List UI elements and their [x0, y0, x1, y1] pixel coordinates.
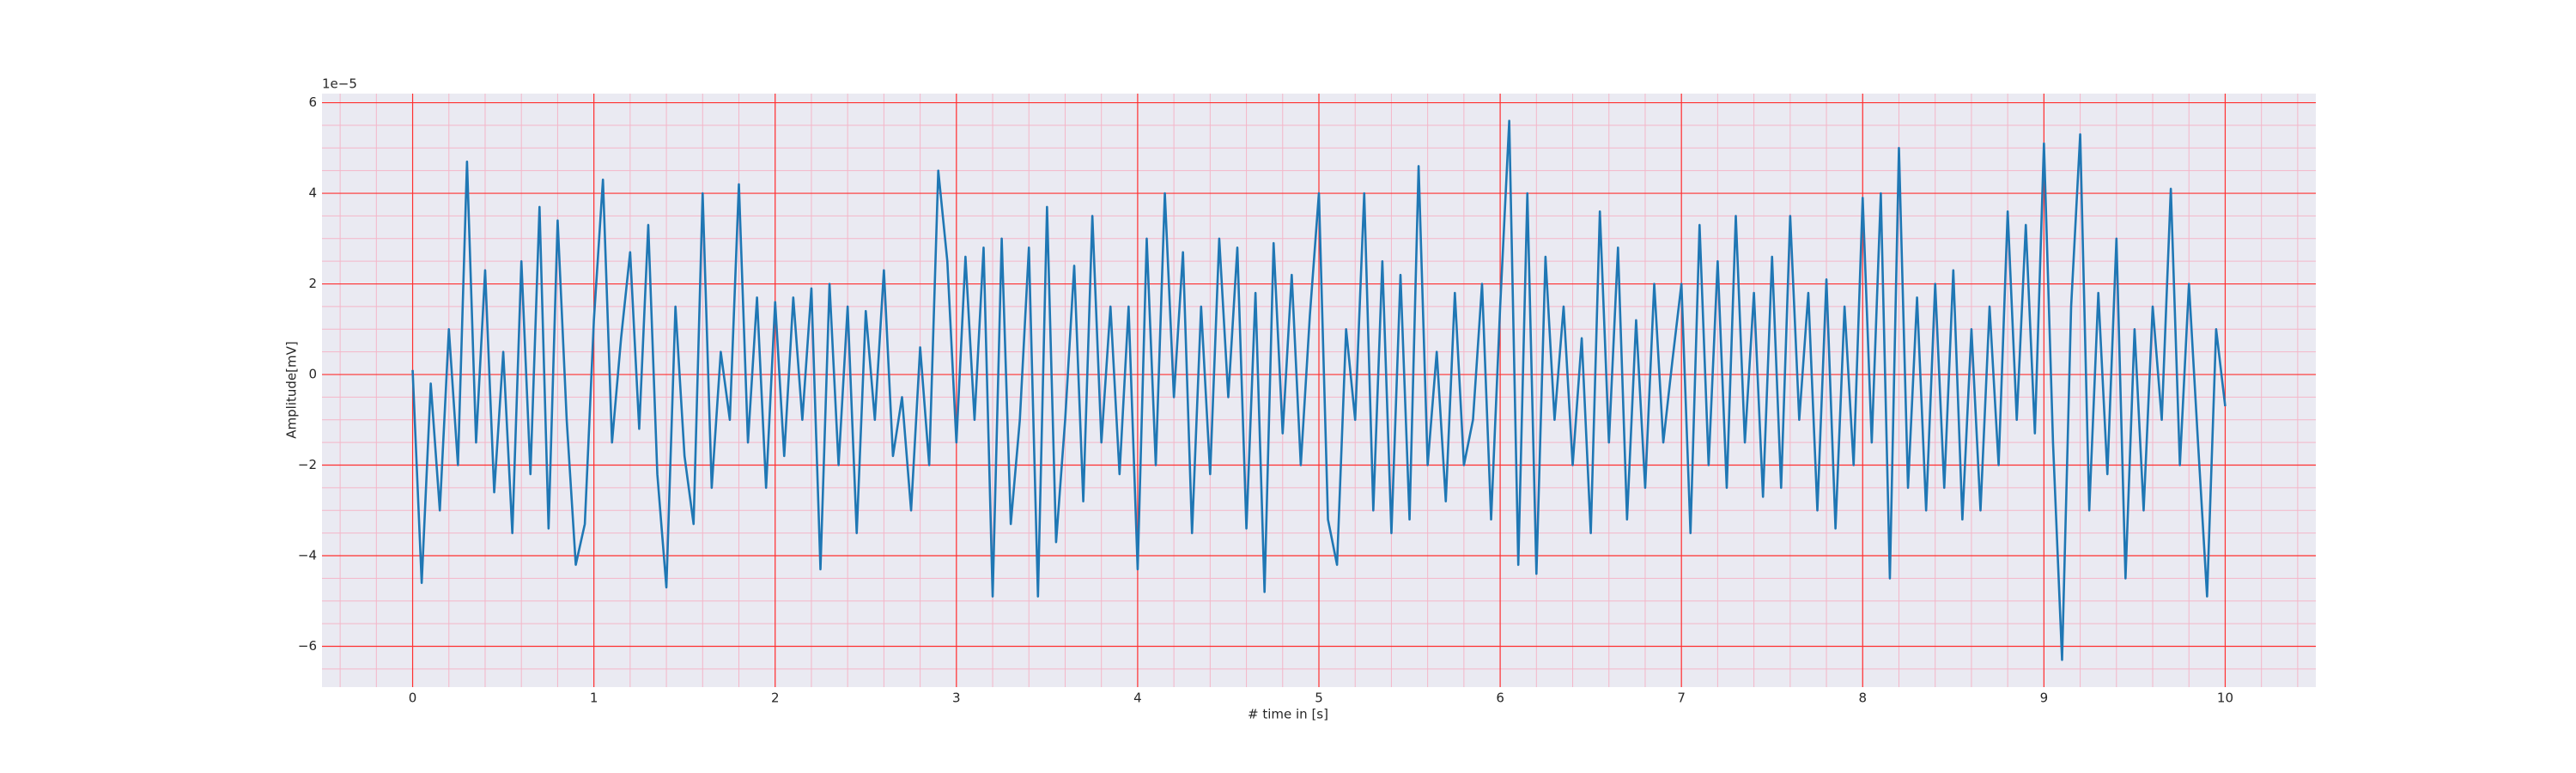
y-tick-label: 4 — [308, 186, 317, 201]
x-tick-label: 3 — [952, 691, 961, 706]
x-tick-label: 9 — [2040, 691, 2049, 706]
x-tick-label: 1 — [590, 691, 598, 706]
x-tick-label: 4 — [1133, 691, 1142, 706]
y-tick-label: −6 — [298, 638, 317, 654]
y-tick-label: −2 — [298, 457, 317, 472]
signal-line — [411, 119, 2227, 661]
y-tick-label: −4 — [298, 548, 317, 563]
x-tick-label: 10 — [2217, 691, 2233, 706]
y-tick-label: 2 — [308, 276, 317, 291]
x-axis-label: # time in [s] — [1248, 707, 1328, 722]
y-tick-label: 0 — [308, 367, 317, 382]
y-tick-label: 6 — [308, 94, 317, 110]
x-tick-label: 8 — [1858, 691, 1867, 706]
y-axis-label: Amplitude[mV] — [284, 341, 300, 438]
x-tick-label: 7 — [1677, 691, 1686, 706]
x-tick-label: 5 — [1315, 691, 1323, 706]
y-offset-text: 1e−5 — [322, 76, 357, 92]
x-tick-label: 2 — [771, 691, 780, 706]
x-tick-label: 0 — [409, 691, 417, 706]
x-tick-label: 6 — [1496, 691, 1504, 706]
